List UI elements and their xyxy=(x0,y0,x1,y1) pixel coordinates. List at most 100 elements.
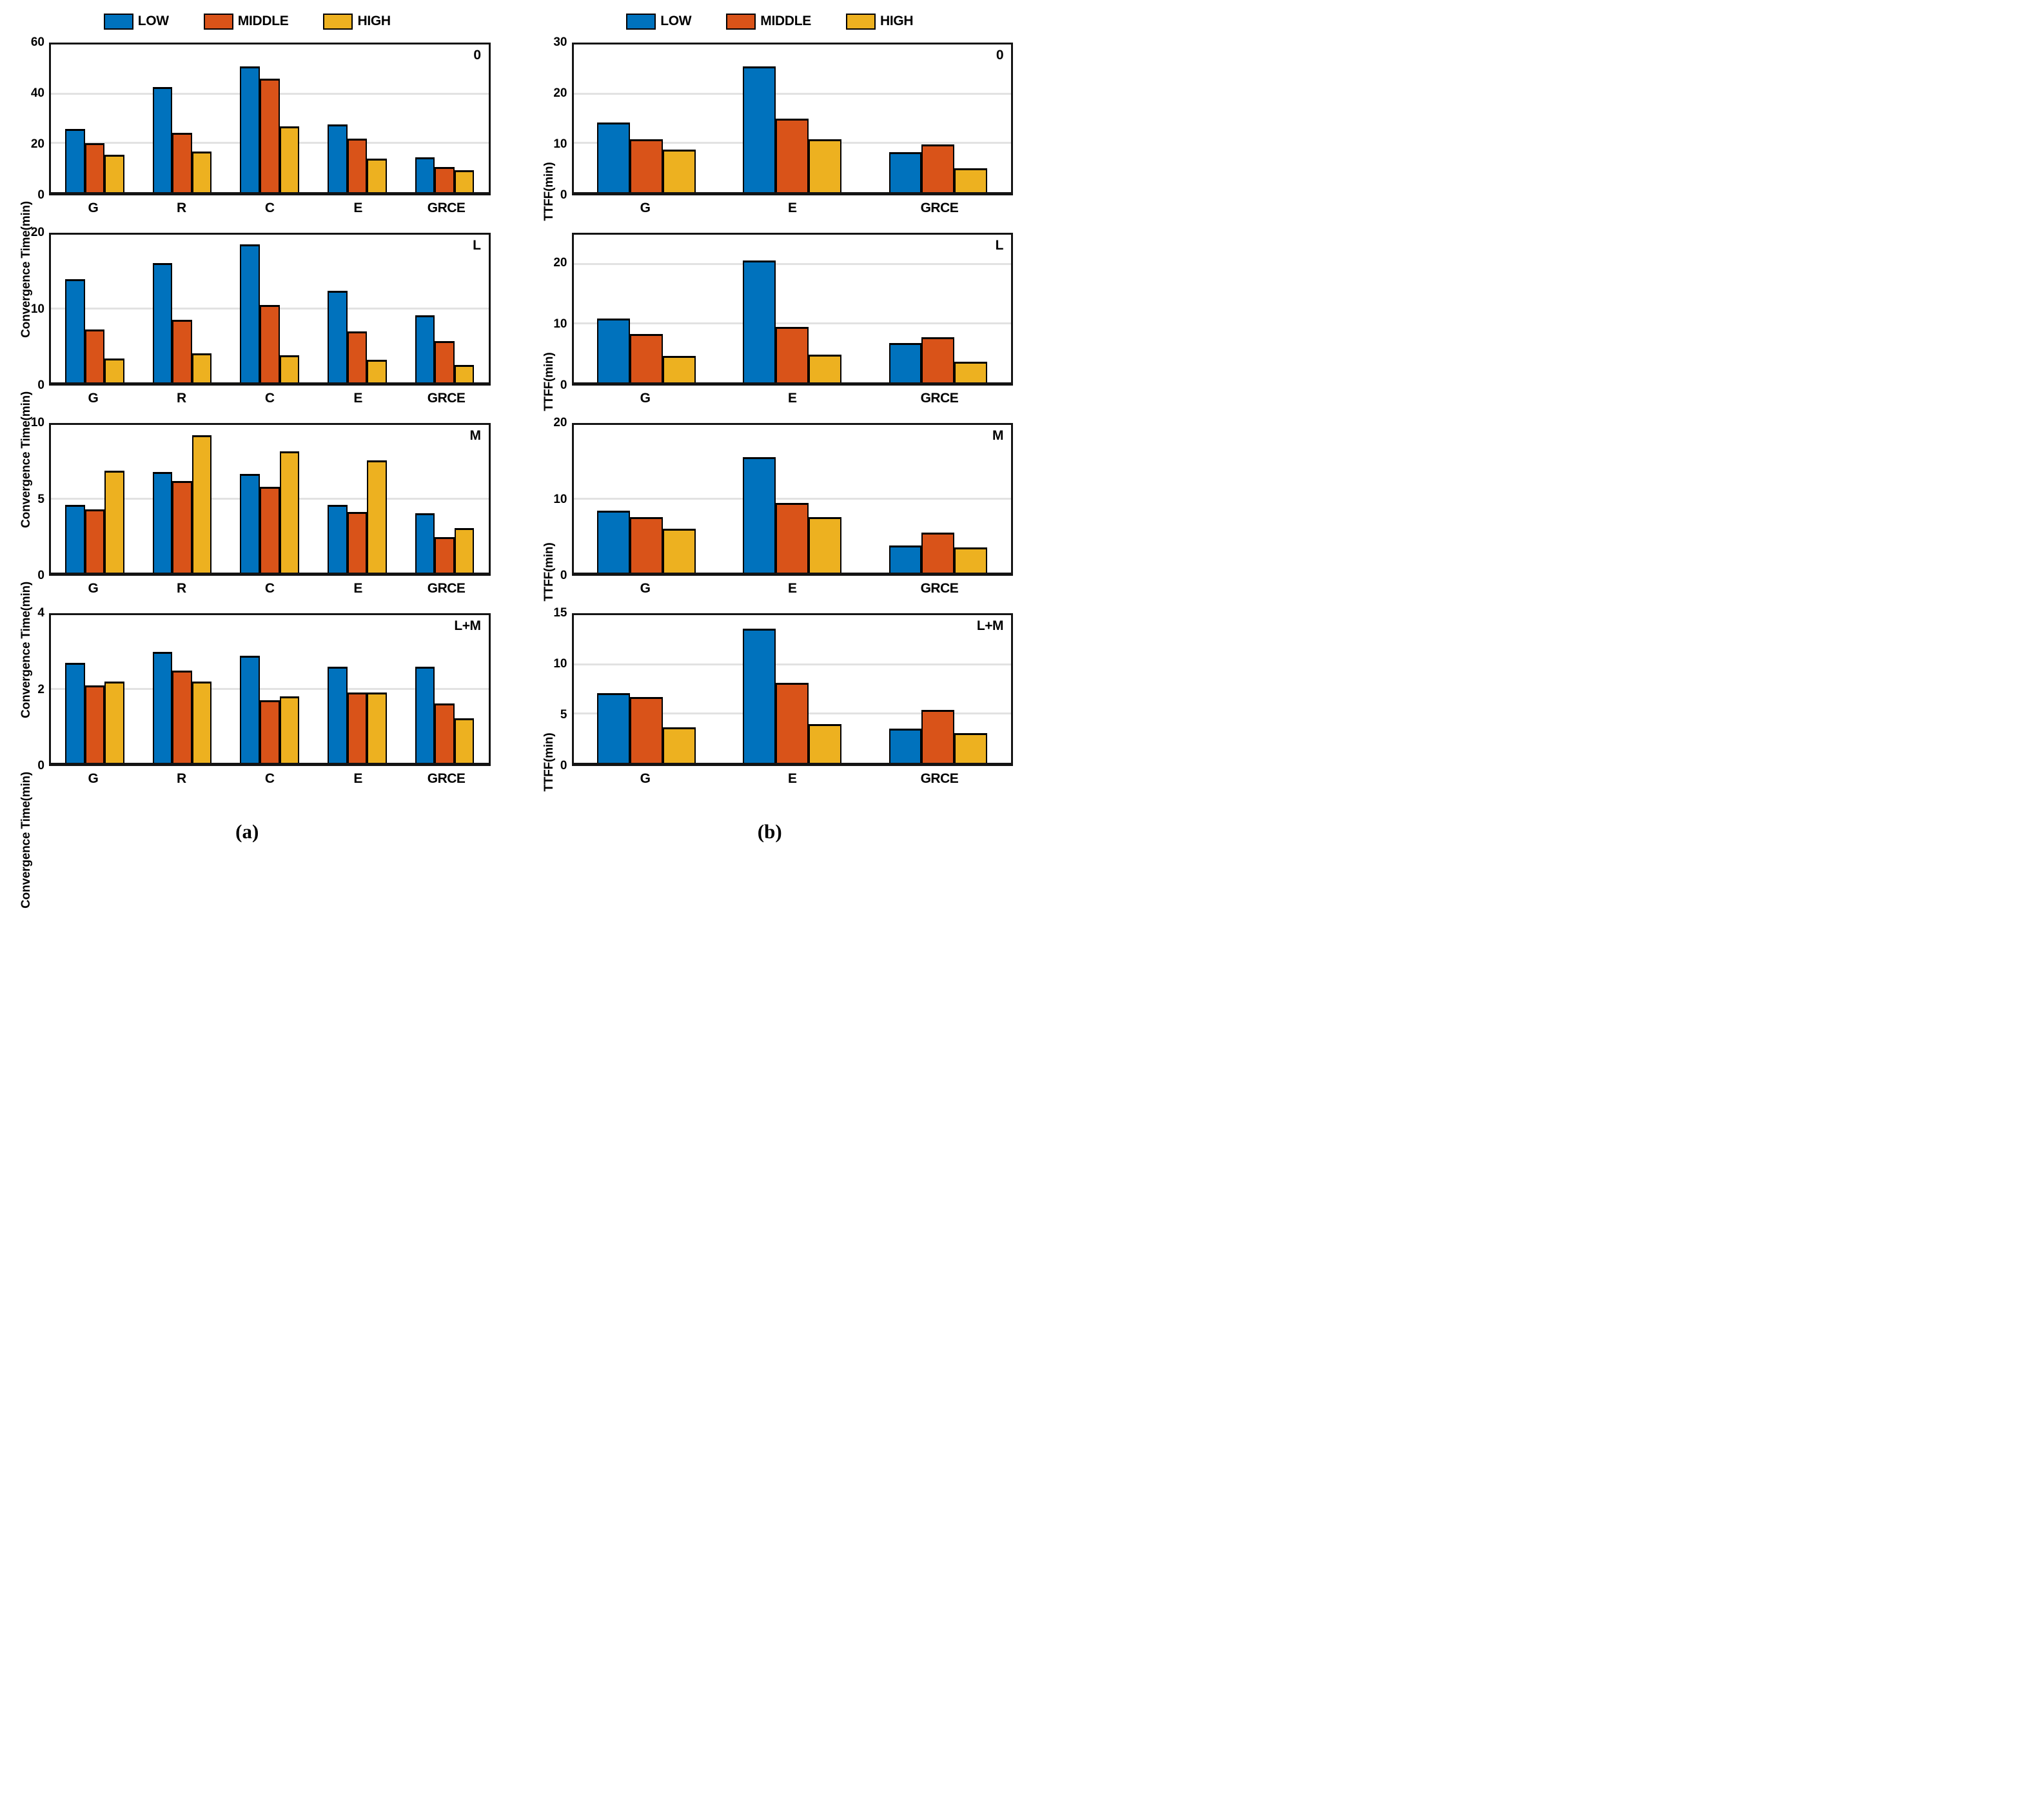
x-tick-label: E xyxy=(353,391,362,406)
bar-low-e xyxy=(743,629,776,763)
y-tick-labels: 0 10 20 xyxy=(544,233,572,392)
y-tick-label: 20 xyxy=(553,416,567,429)
legend-label: MIDDLE xyxy=(760,14,811,28)
x-tick-label: C xyxy=(264,391,275,406)
bar-high-g xyxy=(104,471,124,573)
bar-low-c xyxy=(240,655,260,763)
x-tick-label: G xyxy=(640,201,651,215)
bar-high-r xyxy=(192,682,212,763)
bar-group-grce xyxy=(865,44,1011,192)
y-tick-label: 0 xyxy=(560,378,567,392)
figure-page: LOW MIDDLE HIGH Convergence Time(min) 0 20 40… xyxy=(0,0,1022,908)
bar-low-grce xyxy=(415,667,435,763)
bar-low-g xyxy=(65,663,85,763)
y-tick-label: 10 xyxy=(553,317,567,331)
bar-group-e xyxy=(720,425,865,573)
y-tick-labels: 0 5 10 15 xyxy=(544,606,572,772)
x-tick-label: GRCE xyxy=(920,391,959,406)
bar-middle-c xyxy=(259,304,280,382)
bar-middle-grce xyxy=(435,166,455,192)
bar-high-r xyxy=(192,152,212,192)
y-tick-label: 15 xyxy=(553,606,567,620)
caption-b: (b) xyxy=(757,820,782,843)
plot-column: 0 10 20 L G R C E GRCE xyxy=(21,226,491,413)
bar-low-e xyxy=(743,457,776,573)
bar-middle-e xyxy=(347,331,368,382)
x-tick-label: GRCE xyxy=(920,771,959,786)
bar-middle-grce xyxy=(921,337,955,382)
legend-label: LOW xyxy=(660,14,692,28)
bar-group-grce xyxy=(401,425,489,573)
legend-entry-middle: MIDDLE xyxy=(203,13,289,30)
bar-middle-g xyxy=(630,333,663,382)
bar-group-e xyxy=(720,235,865,382)
panel-b-M: TTFF(min) 0 10 20 M G E GRCE xyxy=(527,416,1013,603)
x-tick-label: E xyxy=(788,391,797,406)
bar-low-grce xyxy=(889,545,922,573)
y-tick-label: 0 xyxy=(560,759,567,772)
bar-low-e xyxy=(328,291,348,382)
panel-b-LM: TTFF(min) 0 5 10 15 L+M G E GRCE xyxy=(527,606,1014,793)
bar-group-c xyxy=(226,615,313,763)
y-axis-label-text: Convergence Time(min) xyxy=(19,771,33,909)
bar-middle-grce xyxy=(921,533,955,573)
legend-swatch-low-icon xyxy=(626,13,656,30)
bar-group-grce xyxy=(401,235,489,382)
bar-middle-c xyxy=(259,487,280,573)
bar-group-r xyxy=(139,615,226,763)
y-tick-labels: 0 10 20 xyxy=(544,416,572,582)
y-tick-label: 20 xyxy=(553,86,567,101)
y-tick-label: 20 xyxy=(553,256,567,270)
bar-group-r xyxy=(139,44,226,192)
bar-high-grce xyxy=(454,528,475,573)
plot-area: 0 xyxy=(49,43,491,195)
bar-high-e xyxy=(809,517,842,573)
plot-column: 0 2 4 L+M G R C E GRCE xyxy=(21,606,491,793)
bar-high-e xyxy=(809,139,842,192)
gridline xyxy=(573,322,1011,324)
bar-high-c xyxy=(279,451,300,573)
panel-label: L xyxy=(995,238,1004,253)
bar-group-r xyxy=(139,425,226,573)
y-tick-label: 10 xyxy=(553,137,567,152)
x-tick-label: G xyxy=(88,771,99,786)
legend-label: LOW xyxy=(137,14,169,28)
bar-low-e xyxy=(743,66,776,192)
legend-b: LOW MIDDLE HIGH xyxy=(527,6,1014,36)
bar-high-e xyxy=(367,359,387,382)
bar-low-e xyxy=(328,124,348,192)
y-axis-label: TTFF(min) xyxy=(527,43,556,222)
plot-area: M xyxy=(571,423,1013,576)
bar-high-g xyxy=(104,359,124,382)
y-axis-label: TTFF(min) xyxy=(527,423,556,603)
bar-middle-e xyxy=(776,118,809,192)
y-axis-label: TTFF(min) xyxy=(527,613,556,793)
x-tick-labels: G E GRCE xyxy=(572,766,1014,793)
bar-low-e xyxy=(328,667,348,763)
legend-label: MIDDLE xyxy=(237,14,289,28)
bar-low-grce xyxy=(889,728,922,763)
bar-group-g xyxy=(51,615,139,763)
panel-a-M: Convergence Time(min) 0 5 10 M G R C E GRCE xyxy=(4,416,491,718)
panel-a-LM: Convergence Time(min) 0 2 4 L+M G R C E GRCE xyxy=(4,606,491,908)
bar-group-e xyxy=(313,235,401,382)
plot-area: L+M xyxy=(49,613,491,766)
bar-group-r xyxy=(139,235,226,382)
gridline xyxy=(573,663,1011,665)
panel-label: L+M xyxy=(976,618,1004,633)
bar-middle-e xyxy=(776,683,809,763)
x-tick-label: GRCE xyxy=(920,581,959,596)
bar-group-grce xyxy=(401,615,489,763)
legend-entry-high: HIGH xyxy=(323,13,391,30)
y-axis-label: Convergence Time(min) xyxy=(4,233,33,527)
plot-column: 0 10 20 M G E GRCE xyxy=(544,416,1013,603)
bar-middle-e xyxy=(347,693,368,763)
bar-high-g xyxy=(663,727,696,763)
x-tick-label: GRCE xyxy=(427,771,466,786)
bar-group-g xyxy=(51,425,139,573)
bar-low-r xyxy=(152,262,173,382)
gridline xyxy=(51,688,489,690)
plot-area: L xyxy=(571,233,1013,386)
bar-low-e xyxy=(328,504,348,573)
bar-middle-r xyxy=(172,133,192,192)
